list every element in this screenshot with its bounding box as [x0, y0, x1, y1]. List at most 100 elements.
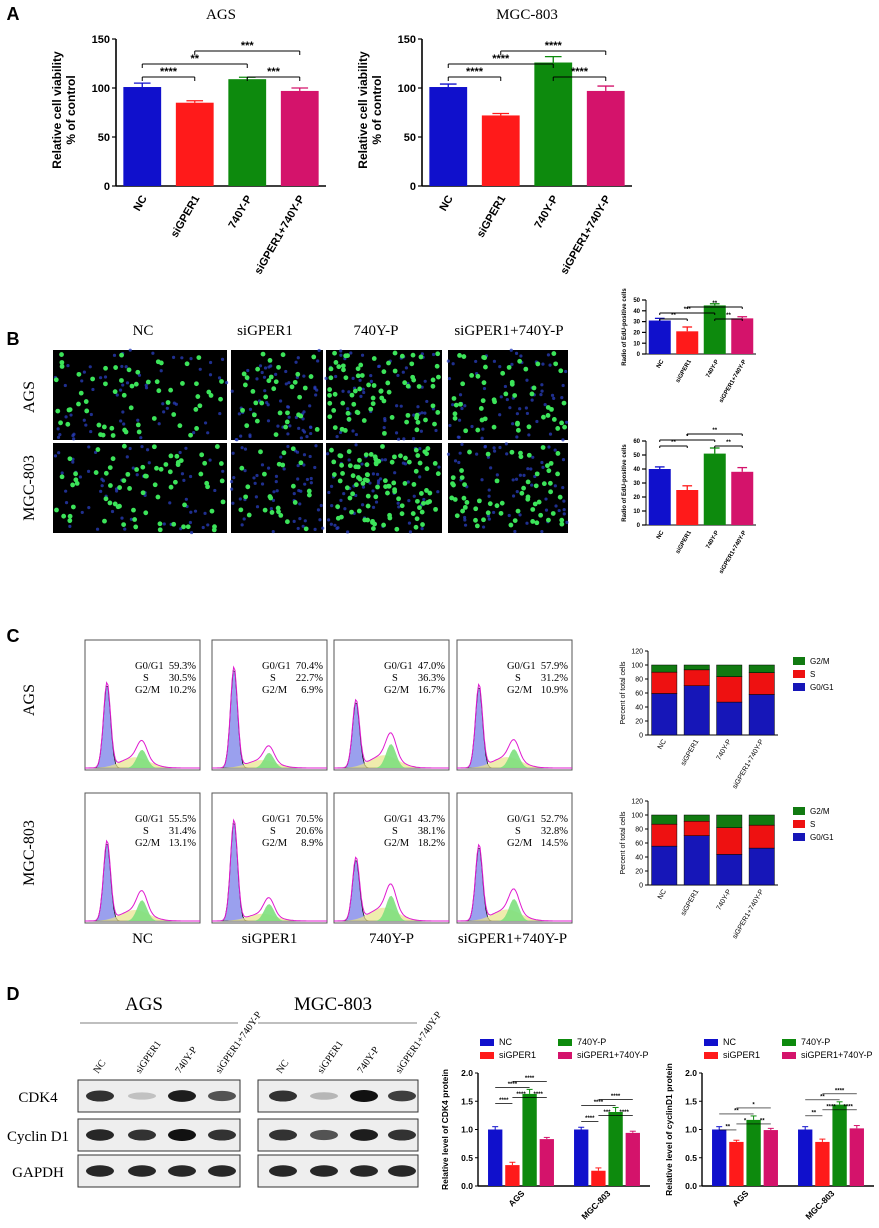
nucleus-dot	[463, 518, 467, 522]
nucleus-dot	[525, 411, 530, 416]
nucleus-dot	[121, 410, 125, 414]
nucleus-dot	[124, 365, 128, 369]
edu-dot	[385, 490, 390, 496]
legend-swatch	[793, 683, 805, 691]
edu-dot	[349, 392, 355, 398]
nucleus-dot	[420, 411, 424, 415]
nucleus-dot	[396, 437, 401, 441]
nucleus-dot	[243, 469, 247, 473]
panel-label-d: D	[7, 984, 20, 1004]
nucleus-dot	[180, 472, 185, 476]
nucleus-dot	[544, 497, 548, 501]
edu-dot	[134, 467, 140, 472]
bar	[849, 1128, 864, 1186]
edu-dot	[314, 427, 320, 432]
y-tick-label: 0	[637, 523, 641, 529]
blot-title-ags: AGS	[125, 994, 163, 1015]
edu-dot	[386, 360, 391, 366]
nucleus-dot	[382, 425, 386, 430]
nucleus-dot	[339, 498, 343, 502]
edu-dot	[74, 480, 80, 486]
nucleus-dot	[431, 352, 436, 357]
legend-label: G2/M	[810, 657, 830, 666]
edu-dot	[485, 451, 491, 457]
nucleus-dot	[451, 362, 455, 366]
phase-percent: 10.2%	[169, 685, 196, 696]
nucleus-dot	[145, 448, 150, 452]
edu-dot	[277, 410, 283, 416]
nucleus-dot	[393, 471, 397, 475]
edu-dot	[535, 361, 541, 367]
blot-band	[128, 1129, 156, 1141]
edu-dot	[119, 378, 124, 383]
protein-label: GAPDH	[12, 1165, 64, 1181]
bar	[731, 471, 754, 525]
edu-dot	[100, 432, 106, 438]
edu-dot	[555, 426, 561, 431]
phase-percent: 31.2%	[541, 673, 568, 684]
ylabel-b: Radio of EdU-positive cells	[622, 288, 628, 366]
edu-dot	[151, 416, 157, 421]
edu-dot	[427, 490, 433, 496]
edu-dot	[357, 457, 362, 463]
edu-dot	[382, 430, 387, 436]
nucleus-dot	[354, 443, 358, 447]
edu-dot	[110, 456, 116, 462]
edu-dot	[67, 513, 73, 519]
edu-dot	[202, 460, 208, 466]
edu-dot	[55, 408, 61, 414]
edu-dot	[275, 505, 281, 511]
nucleus-dot	[456, 435, 460, 439]
nucleus-dot	[184, 497, 188, 501]
bar	[539, 1139, 554, 1186]
y-tick-label: 20	[633, 331, 640, 337]
nucleus-dot	[314, 444, 318, 448]
nucleus-dot	[446, 452, 451, 456]
edu-dot	[356, 475, 361, 480]
phase-percent: 31.4%	[169, 826, 196, 837]
edu-dot	[546, 468, 552, 474]
edu-dot	[416, 384, 422, 389]
nucleus-dot	[64, 415, 68, 419]
nucleus-dot	[550, 393, 555, 397]
nucleus-dot	[358, 378, 362, 382]
edu-dot	[494, 478, 500, 484]
edu-dot	[413, 524, 419, 530]
nucleus-dot	[252, 476, 256, 480]
edu-dot	[156, 388, 162, 394]
nucleus-dot	[139, 436, 143, 440]
sig-label: ****	[516, 1092, 526, 1098]
g2m-peak	[85, 749, 200, 768]
x-tick-label: siGPER1+740Y-P	[558, 194, 613, 277]
y-tick-label: 2.0	[685, 1068, 697, 1078]
nucleus-dot	[504, 442, 508, 446]
x-tick-label: NC	[657, 889, 668, 901]
edu-dot	[415, 453, 421, 458]
edu-dot	[483, 364, 488, 370]
edu-dot	[382, 478, 388, 484]
bar	[798, 1129, 813, 1186]
edu-dot	[406, 459, 412, 465]
nucleus-dot	[351, 376, 355, 380]
edu-dot	[209, 508, 215, 514]
nucleus-dot	[144, 383, 148, 387]
nucleus-dot	[407, 521, 412, 525]
edu-dot	[372, 454, 378, 460]
edu-dot	[499, 500, 505, 506]
edu-dot	[142, 473, 148, 479]
edu-dot	[93, 470, 99, 475]
nucleus-dot	[203, 421, 208, 425]
edu-dot	[402, 380, 408, 386]
nucleus-dot	[527, 433, 531, 437]
edu-dot	[158, 360, 164, 366]
nucleus-dot	[321, 526, 325, 530]
nucleus-dot	[458, 451, 462, 455]
nucleus-dot	[282, 467, 286, 471]
edu-dot	[119, 352, 124, 358]
edu-dot	[181, 524, 186, 530]
nucleus-dot	[275, 489, 279, 493]
nucleus-dot	[515, 490, 519, 494]
edu-dot	[280, 462, 286, 468]
edu-dot	[331, 472, 337, 477]
edu-dot	[355, 373, 361, 379]
